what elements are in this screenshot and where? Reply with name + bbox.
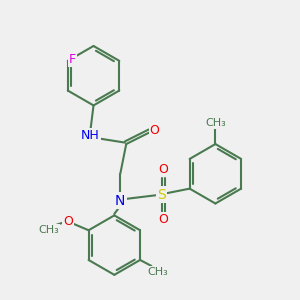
Text: O: O [63, 215, 73, 228]
Text: NH: NH [81, 129, 100, 142]
Text: CH₃: CH₃ [38, 225, 59, 235]
Text: F: F [69, 53, 76, 66]
Text: O: O [159, 213, 169, 226]
Text: O: O [159, 163, 169, 176]
Text: N: N [115, 194, 125, 208]
Text: S: S [158, 188, 166, 202]
Text: O: O [149, 124, 159, 137]
Text: CH₃: CH₃ [148, 267, 168, 277]
Text: CH₃: CH₃ [205, 118, 226, 128]
